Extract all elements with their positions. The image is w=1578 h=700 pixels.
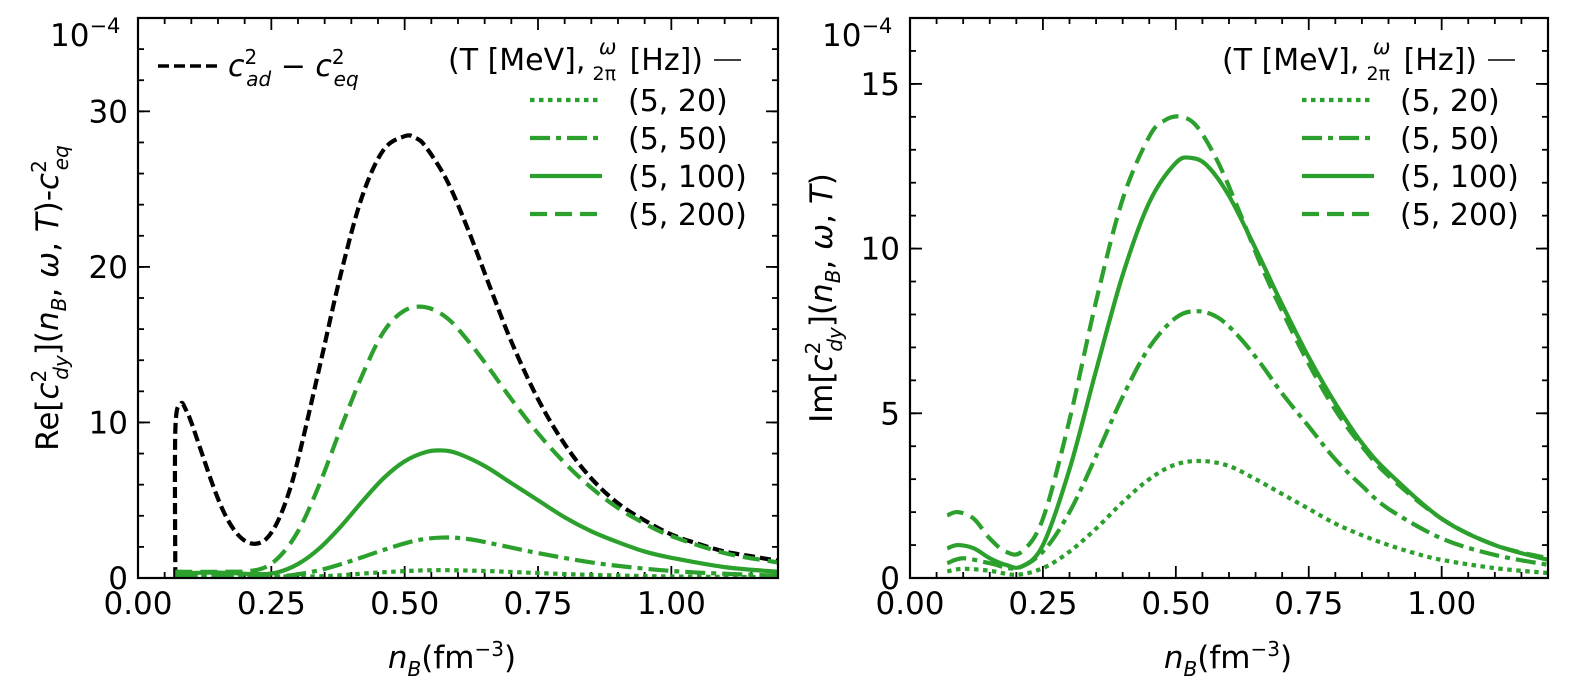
series-line-solid xyxy=(946,155,1548,570)
right-series-group xyxy=(946,114,1548,577)
x-tick-label: 0.50 xyxy=(1141,586,1210,622)
legend-label: (5, 100) xyxy=(1400,160,1519,195)
right-x-tick-labels: 0.00 0.25 0.50 0.75 1.00 xyxy=(875,586,1476,622)
x-tick-label: 1.00 xyxy=(637,586,706,622)
legend-label: (5, 50) xyxy=(1400,122,1500,157)
y-tick-label: 0 xyxy=(880,561,900,597)
right-y-axis-label: Im[c2dy](nB, ω, T) xyxy=(801,173,847,423)
x-tick-label: 0.00 xyxy=(103,586,172,622)
left-legend-title: (T [MeV], ω 2π [Hz]) xyxy=(448,35,703,85)
y-tick-label: 5 xyxy=(880,396,900,432)
left-y-tick-labels: 0 10 20 30 xyxy=(89,94,128,597)
left-x-axis-label: nB(fm−3) xyxy=(388,637,516,681)
x-tick-label: 0.75 xyxy=(1274,586,1343,622)
series-line-solid xyxy=(175,448,778,577)
y-tick-label: 10 xyxy=(89,405,128,441)
left-x-tick-labels: 0.00 0.25 0.50 0.75 1.00 xyxy=(103,586,705,622)
left-plot-frame xyxy=(136,16,780,580)
x-tick-label: 0.25 xyxy=(237,586,306,622)
x-tick-label: 1.00 xyxy=(1407,586,1476,622)
y-tick-label: 10 xyxy=(861,232,900,268)
left-scale-factor: 10−4 xyxy=(50,14,120,54)
left-panel: 0.00 0.25 0.50 0.75 1.00 0 10 20 30 10−4 Re[c2d… xyxy=(27,14,780,681)
legend-label: (5, 200) xyxy=(628,198,747,233)
series-line-dashed-black xyxy=(172,133,778,578)
legend-label: (5, 50) xyxy=(628,122,728,157)
y-tick-label: 0 xyxy=(108,561,128,597)
legend-label: (5, 200) xyxy=(1400,198,1519,233)
legend-label: (5, 20) xyxy=(1400,84,1500,119)
series-line-dashdot xyxy=(175,535,778,578)
x-tick-label: 0.25 xyxy=(1008,586,1077,622)
left-ref-legend: c2 ad − c2 eq xyxy=(158,45,359,91)
right-legend-title: (T [MeV], ω 2π [Hz]) xyxy=(1222,35,1477,85)
left-y-axis-label: Re[c2dy](nB, ω, T)-c2eq xyxy=(27,145,73,451)
series-line-dashed xyxy=(946,114,1548,561)
ref-legend-label: c2 ad − c2 eq xyxy=(228,45,359,91)
legend-label: (5, 100) xyxy=(628,160,747,195)
x-tick-label: 0.50 xyxy=(370,586,439,622)
series-line-dashed xyxy=(175,304,778,574)
left-legend: (T [MeV], ω 2π [Hz]) (5, 20)(5, 50)(5, 10… xyxy=(448,35,747,233)
right-scale-factor: 10−4 xyxy=(822,14,892,54)
x-tick-label: 0.00 xyxy=(875,586,944,622)
y-tick-label: 30 xyxy=(89,94,128,130)
x-tick-label: 0.75 xyxy=(503,586,572,622)
legend-label: (5, 20) xyxy=(628,84,728,119)
series-line-dotted xyxy=(946,458,1548,577)
y-tick-label: 15 xyxy=(861,67,900,103)
right-panel: 0.00 0.25 0.50 0.75 1.00 0 5 10 15 10−4 Im[c2dy… xyxy=(801,14,1550,681)
y-tick-label: 20 xyxy=(89,250,128,286)
right-y-tick-labels: 0 5 10 15 xyxy=(861,67,900,597)
right-x-axis-label: nB(fm−3) xyxy=(1164,637,1292,681)
right-legend: (T [MeV], ω 2π [Hz]) (5, 20)(5, 50)(5, 10… xyxy=(1222,35,1519,233)
left-series-group xyxy=(172,133,778,578)
right-plot-frame xyxy=(908,16,1550,580)
